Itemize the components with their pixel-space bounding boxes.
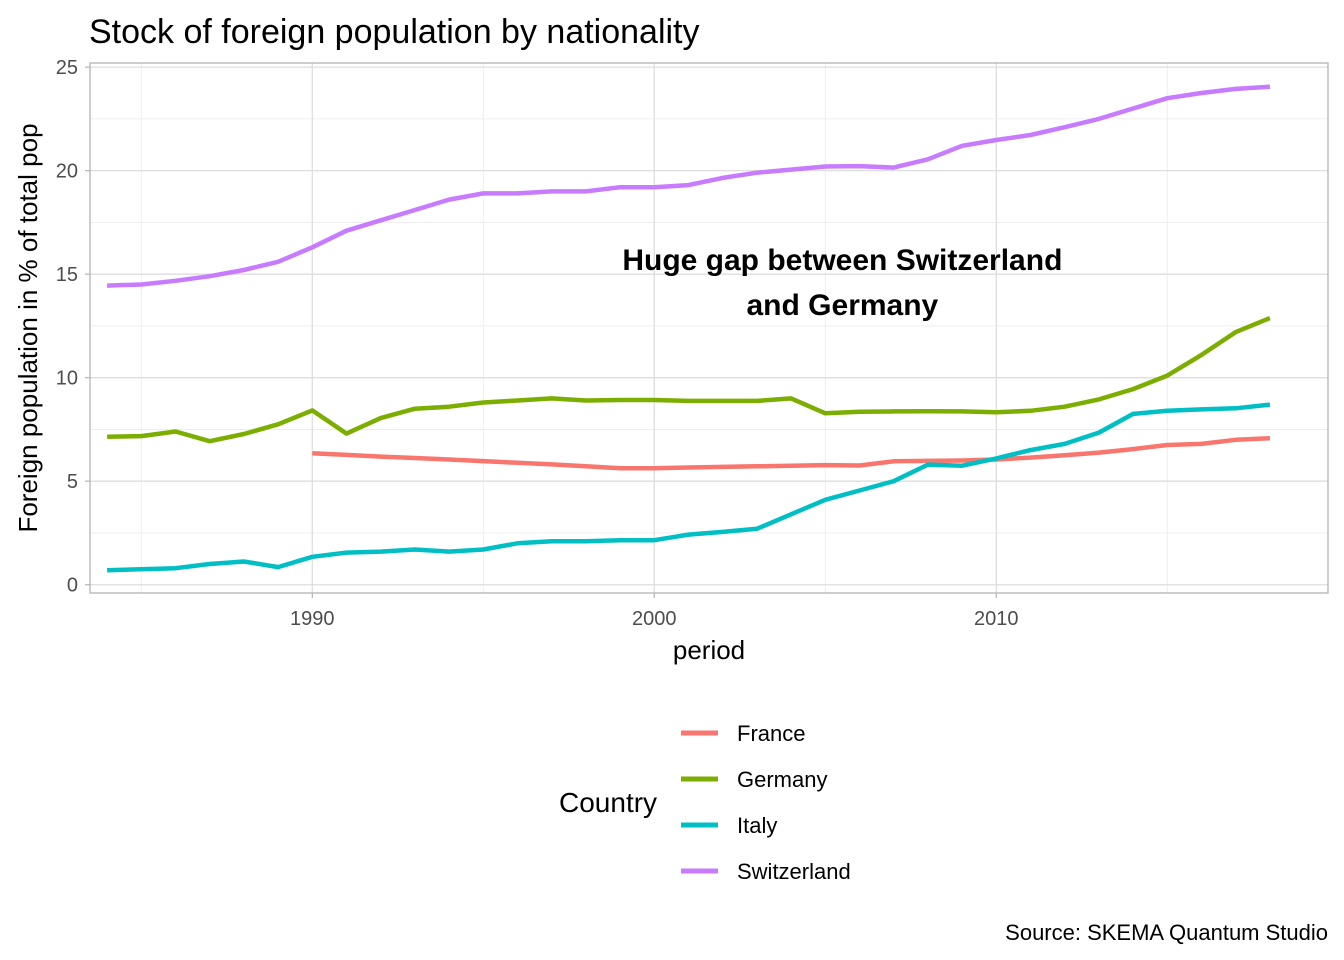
y-tick-label: 15 (56, 264, 78, 286)
x-tick-label: 1990 (290, 608, 335, 630)
y-tick-label: 10 (56, 368, 78, 390)
x-tick-label: 2000 (632, 608, 677, 630)
legend-label-germany: Germany (737, 767, 827, 792)
legend: France Germany Italy Switzerland (681, 721, 851, 884)
series-line-germany (107, 316, 1271, 444)
x-axis: 1990 2000 2010 (290, 593, 1019, 630)
annotation-line: Huge gap between Switzerland (622, 244, 1062, 277)
y-tick-label: 5 (67, 471, 78, 493)
x-axis-title: period (673, 635, 745, 665)
y-tick-label: 0 (67, 575, 78, 597)
y-tick-label: 25 (56, 57, 78, 79)
series-line-italy (107, 402, 1271, 573)
plot-panel (90, 63, 1328, 593)
x-tick-label: 2010 (974, 608, 1019, 630)
legend-label-switzerland: Switzerland (737, 859, 851, 884)
chart-title: Stock of foreign population by nationali… (89, 13, 700, 51)
y-axis: 0 5 10 15 20 25 (56, 57, 90, 597)
source-caption: Source: SKEMA Quantum Studio (1005, 920, 1328, 945)
legend-title: Country (559, 787, 657, 818)
series-lines (107, 84, 1271, 573)
y-axis-title: Foreign population in % of total pop (13, 123, 43, 532)
series-line-france (312, 436, 1270, 471)
legend-label-france: France (737, 721, 805, 746)
y-tick-label: 20 (56, 161, 78, 183)
major-gridlines (90, 63, 1328, 593)
annotation-line: and Germany (747, 289, 939, 322)
plot-border (89, 62, 1329, 594)
legend-label-italy: Italy (737, 813, 777, 838)
minor-gridlines (90, 63, 1328, 593)
annotation-text: Huge gap between Switzerland and Germany (622, 244, 1062, 322)
series-line-switzerland (107, 84, 1271, 288)
